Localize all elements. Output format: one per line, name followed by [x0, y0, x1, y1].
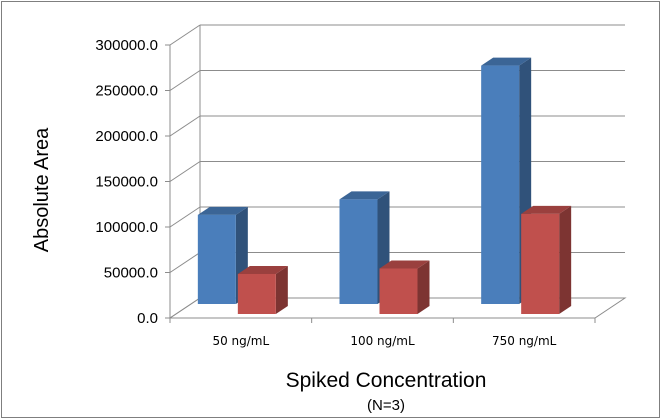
x-axis-subtitle: (N=3): [367, 397, 405, 414]
bar-top: [237, 265, 288, 274]
bar: [379, 268, 418, 314]
bar: [197, 214, 236, 304]
gridline-wall: [169, 206, 201, 228]
y-tick-label: 100000.0: [95, 219, 158, 236]
y-tick-label: 50000.0: [104, 265, 158, 282]
bar: [521, 213, 560, 314]
bar-side: [275, 265, 288, 314]
x-tick-label: 100 ng/mL: [350, 334, 415, 348]
gridline-wall: [169, 115, 201, 137]
y-tick-label: 150000.0: [95, 174, 158, 191]
x-tick-label: 50 ng/mL: [212, 334, 269, 348]
bar: [481, 65, 520, 304]
bar-top: [521, 205, 572, 214]
gridline-wall: [169, 252, 201, 273]
bar-top: [481, 57, 532, 66]
x-tick-label: 750 ng/mL: [492, 334, 557, 348]
y-tick-label: 250000.0: [95, 83, 158, 100]
y-tick-label: 300000.0: [95, 37, 158, 54]
bar: [237, 273, 276, 314]
x-axis-title: Spiked Concentration: [286, 369, 487, 392]
gridline-wall: [169, 24, 201, 46]
gridline-wall: [169, 70, 201, 91]
bar-side: [559, 205, 572, 314]
gridline-wall: [169, 161, 201, 182]
bar-side: [417, 260, 430, 314]
y-tick-label: 200000.0: [95, 128, 158, 145]
bar-top: [339, 191, 390, 200]
y-axis-title: Absolute Area: [31, 127, 53, 252]
bar: [339, 199, 378, 304]
bar-top: [197, 206, 248, 215]
y-tick-label: 0.0: [137, 310, 158, 327]
bar-top: [379, 260, 430, 269]
